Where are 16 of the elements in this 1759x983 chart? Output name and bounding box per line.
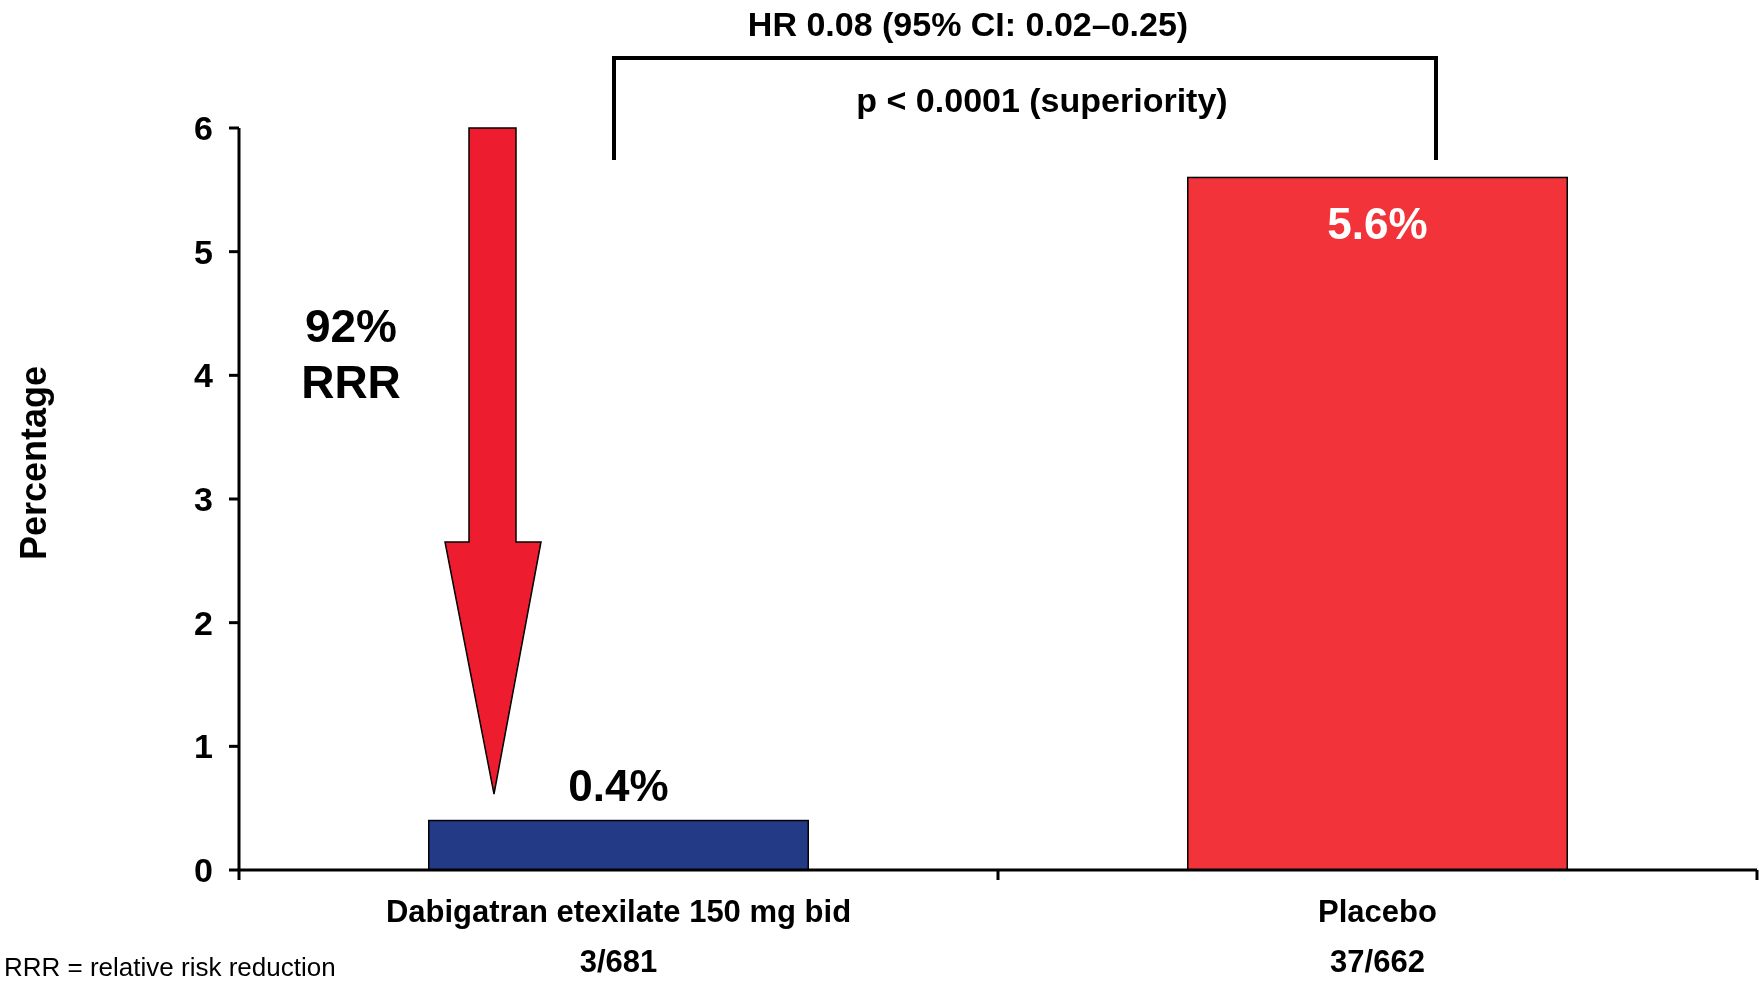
y-tick-label: 4 — [194, 356, 214, 395]
data-label: 5.6% — [1327, 199, 1428, 249]
y-tick-label: 3 — [194, 479, 213, 518]
y-axis-title: Percentage — [13, 365, 54, 561]
annotation: 92% RRR — [301, 300, 401, 408]
x-tick-label: Placebo 37/662 — [1318, 894, 1437, 979]
text: p < 0.0001 (superiority) — [856, 81, 1228, 119]
text: RRR = relative risk reduction — [4, 952, 336, 982]
data-label: 0.4% — [568, 760, 669, 810]
y-tick-label: 6 — [194, 108, 213, 147]
x-tick-label: Dabigatran etexilate 150 mg bid 3/681 — [385, 894, 852, 979]
text: HR 0.08 (95% CI: 0.02–0.25) — [747, 5, 1189, 43]
y-tick-label: 0 — [194, 850, 213, 889]
y-tick-label: 5 — [194, 232, 213, 271]
y-tick-label: 2 — [194, 603, 213, 642]
y-tick-label: 1 — [194, 727, 213, 766]
